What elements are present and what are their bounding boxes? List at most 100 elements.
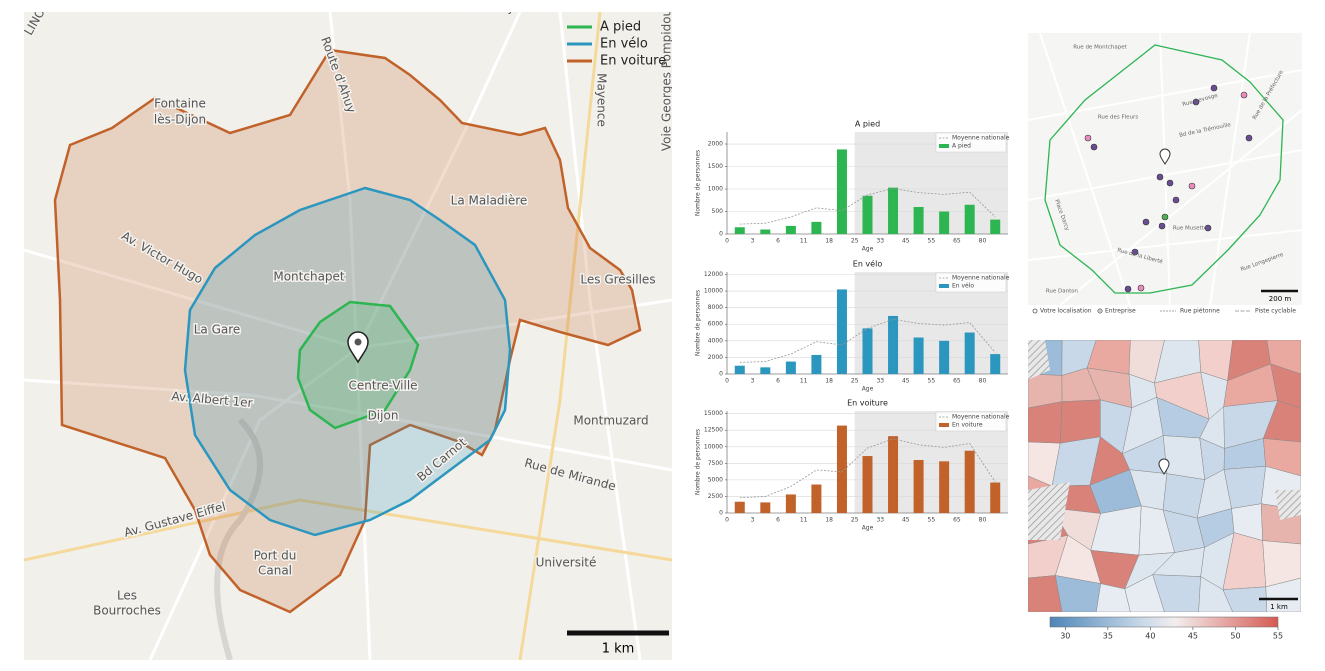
choropleth-cell	[1263, 438, 1301, 477]
bar	[888, 187, 899, 234]
walking-isochrone	[1044, 44, 1284, 294]
x-tick-label: 80	[979, 517, 987, 524]
x-tick-label: 45	[902, 517, 910, 524]
x-tick-label: 80	[979, 238, 987, 245]
y-tick-label: 0	[719, 371, 723, 378]
place-label: Mayence	[595, 73, 609, 127]
y-tick-label: 0	[719, 510, 723, 517]
y-tick-label: 1500	[708, 163, 723, 170]
colorbar-tick-label: 40	[1145, 632, 1155, 641]
x-tick-label: 18	[825, 378, 833, 385]
place-label: Fontaine	[154, 97, 206, 111]
x-tick-label: 25	[851, 517, 859, 524]
choropleth-cell	[1222, 586, 1268, 612]
choropleth-cell	[1198, 576, 1234, 612]
x-axis-label: Age	[862, 246, 874, 253]
colorbar-tick-label: 45	[1188, 632, 1198, 641]
reference-line	[739, 318, 996, 363]
street-label: Rue de Montchapet	[1073, 45, 1127, 51]
colorbar-tick-label: 35	[1103, 632, 1113, 641]
bar	[939, 211, 950, 234]
bar	[836, 149, 847, 234]
place-label: Montmuzard	[573, 414, 648, 428]
place-label: Port du	[254, 549, 297, 563]
bar	[862, 195, 873, 234]
y-tick-label: 10000	[704, 443, 723, 450]
x-tick-label: 25	[851, 378, 859, 385]
place-label: Dijon	[368, 409, 399, 423]
bar	[990, 482, 1001, 513]
bar	[760, 367, 771, 374]
y-axis-label: Nombre de personnes	[695, 290, 702, 356]
legend-label: Moyenne nationale	[952, 135, 1010, 142]
street-label: Rue Musette	[1173, 226, 1208, 232]
bar	[939, 340, 950, 374]
bar	[760, 502, 771, 513]
bar	[734, 501, 745, 513]
colorbar: 30 35 40 45 50 55	[1049, 616, 1283, 641]
place-label: Montchapet	[273, 270, 345, 284]
bar	[760, 229, 771, 234]
choropleth-cell	[1152, 574, 1201, 612]
bar	[734, 227, 745, 234]
bar	[811, 221, 822, 234]
x-tick-label: 3	[751, 517, 755, 524]
choropleth-cell	[1055, 575, 1101, 612]
location-pin	[347, 331, 369, 364]
x-tick-label: 33	[876, 238, 884, 245]
place-label: lès-Dijon	[154, 113, 206, 127]
legend-label: Piste cyclable	[1255, 308, 1296, 315]
choropleth-cell	[1270, 363, 1301, 409]
no-data-area	[1275, 490, 1301, 520]
map-background	[24, 12, 672, 660]
isochrone	[183, 186, 512, 537]
x-tick-label: 0	[725, 238, 729, 245]
y-axis-label: Nombre de personnes	[695, 429, 702, 495]
reference-line	[739, 438, 996, 499]
y-tick-label: 0	[719, 231, 723, 238]
colorbar-tick-label: 50	[1230, 632, 1240, 641]
bar	[862, 328, 873, 374]
street-label: Rue Danton	[1046, 289, 1079, 295]
legend-swatch	[939, 284, 949, 288]
place-label: La Gare	[194, 323, 241, 337]
bar	[734, 365, 745, 374]
bar	[836, 289, 847, 374]
isochrones	[53, 48, 642, 614]
legend-label: En voiture	[952, 422, 983, 429]
isochrone	[53, 48, 642, 614]
bar	[785, 494, 796, 513]
choropleth-cells	[1028, 340, 1301, 612]
y-tick-label: 500	[712, 208, 724, 215]
x-tick-label: 11	[800, 517, 808, 524]
location-pin-dot	[354, 338, 362, 346]
legend-label: A pied	[600, 20, 641, 35]
x-tick-label: 3	[751, 378, 755, 385]
x-tick-label: 55	[928, 238, 936, 245]
no-data-area	[1028, 482, 1070, 540]
x-tick-label: 33	[876, 517, 884, 524]
legend-swatch	[939, 144, 949, 148]
legend-label: En voiture	[600, 54, 666, 69]
colorbar-gradient	[1049, 616, 1279, 628]
y-tick-label: 6000	[708, 321, 723, 328]
legend-label: Moyenne nationale	[952, 414, 1010, 421]
x-tick-label: 55	[928, 378, 936, 385]
x-axis-label: Age	[862, 525, 874, 532]
scale-label: 1 km	[1270, 603, 1288, 611]
place-label: Bourroches	[93, 604, 161, 618]
reference-line	[739, 188, 996, 225]
isochrone	[296, 300, 420, 430]
y-tick-label: 12000	[704, 271, 723, 278]
bar	[913, 337, 924, 374]
bar	[785, 361, 796, 374]
place-label: Voie Georges Pompidou	[660, 9, 674, 151]
place-label: Les Gresilles	[580, 273, 655, 287]
legend-box	[935, 411, 1007, 432]
chart-title: En voiture	[847, 399, 888, 408]
chart-title: A pied	[855, 120, 880, 129]
bar	[811, 354, 822, 374]
